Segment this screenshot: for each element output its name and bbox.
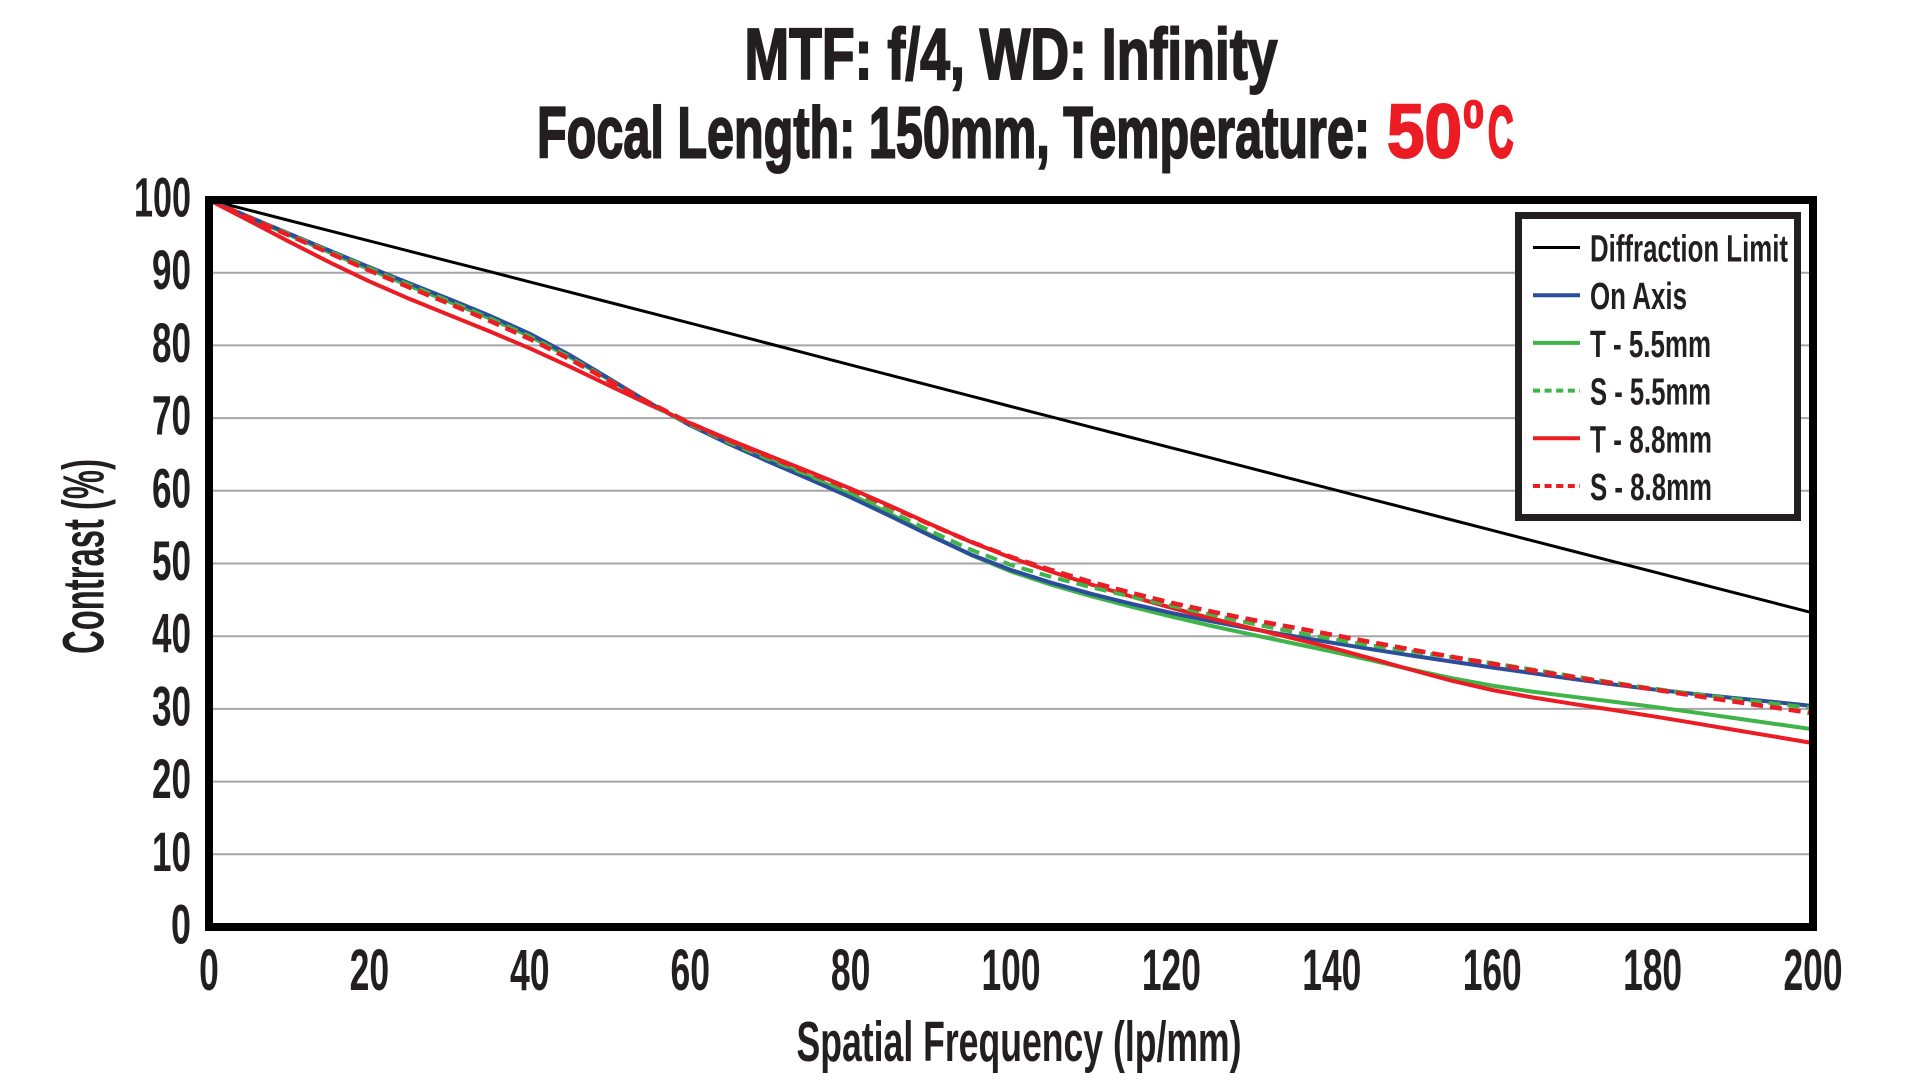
svg-text:40: 40 — [152, 602, 191, 665]
svg-text:50: 50 — [1387, 90, 1462, 175]
svg-text:160: 160 — [1463, 938, 1522, 1003]
svg-text:0: 0 — [199, 938, 219, 1003]
svg-text:Diffraction Limit: Diffraction Limit — [1590, 229, 1788, 271]
svg-text:90: 90 — [152, 238, 191, 301]
svg-text:T - 8.8mm: T - 8.8mm — [1590, 419, 1712, 461]
svg-text:20: 20 — [152, 747, 191, 810]
svg-text:30: 30 — [152, 674, 191, 737]
svg-text:Contrast (%): Contrast (%) — [52, 459, 117, 654]
svg-text:60: 60 — [670, 938, 710, 1003]
svg-text:MTF: f/4, WD: Infinity: MTF: f/4, WD: Infinity — [745, 15, 1278, 95]
svg-text:80: 80 — [152, 311, 191, 374]
svg-text:100: 100 — [134, 166, 191, 229]
svg-text:S - 8.8mm: S - 8.8mm — [1590, 467, 1712, 509]
svg-text:On Axis: On Axis — [1590, 276, 1687, 318]
svg-text:20: 20 — [350, 938, 390, 1003]
svg-text:180: 180 — [1623, 938, 1682, 1003]
svg-text:Focal Length: 150mm, Temperatu: Focal Length: 150mm, Temperature: — [537, 94, 1370, 174]
svg-text:S - 5.5mm: S - 5.5mm — [1590, 372, 1711, 414]
svg-text:10: 10 — [152, 820, 191, 883]
svg-text:70: 70 — [152, 384, 191, 447]
svg-text:0: 0 — [171, 893, 191, 956]
svg-text:80: 80 — [831, 938, 871, 1003]
svg-text:200: 200 — [1784, 938, 1843, 1003]
svg-text:100: 100 — [982, 938, 1041, 1003]
svg-text:60: 60 — [152, 456, 191, 519]
svg-text:120: 120 — [1142, 938, 1201, 1003]
svg-text:0: 0 — [1463, 94, 1484, 137]
svg-text:140: 140 — [1302, 938, 1361, 1003]
svg-text:40: 40 — [510, 938, 550, 1003]
svg-text:Spatial Frequency (lp/mm): Spatial Frequency (lp/mm) — [797, 1010, 1242, 1074]
svg-text:C: C — [1488, 93, 1514, 173]
svg-text:T - 5.5mm: T - 5.5mm — [1590, 324, 1711, 366]
svg-text:50: 50 — [152, 529, 191, 592]
